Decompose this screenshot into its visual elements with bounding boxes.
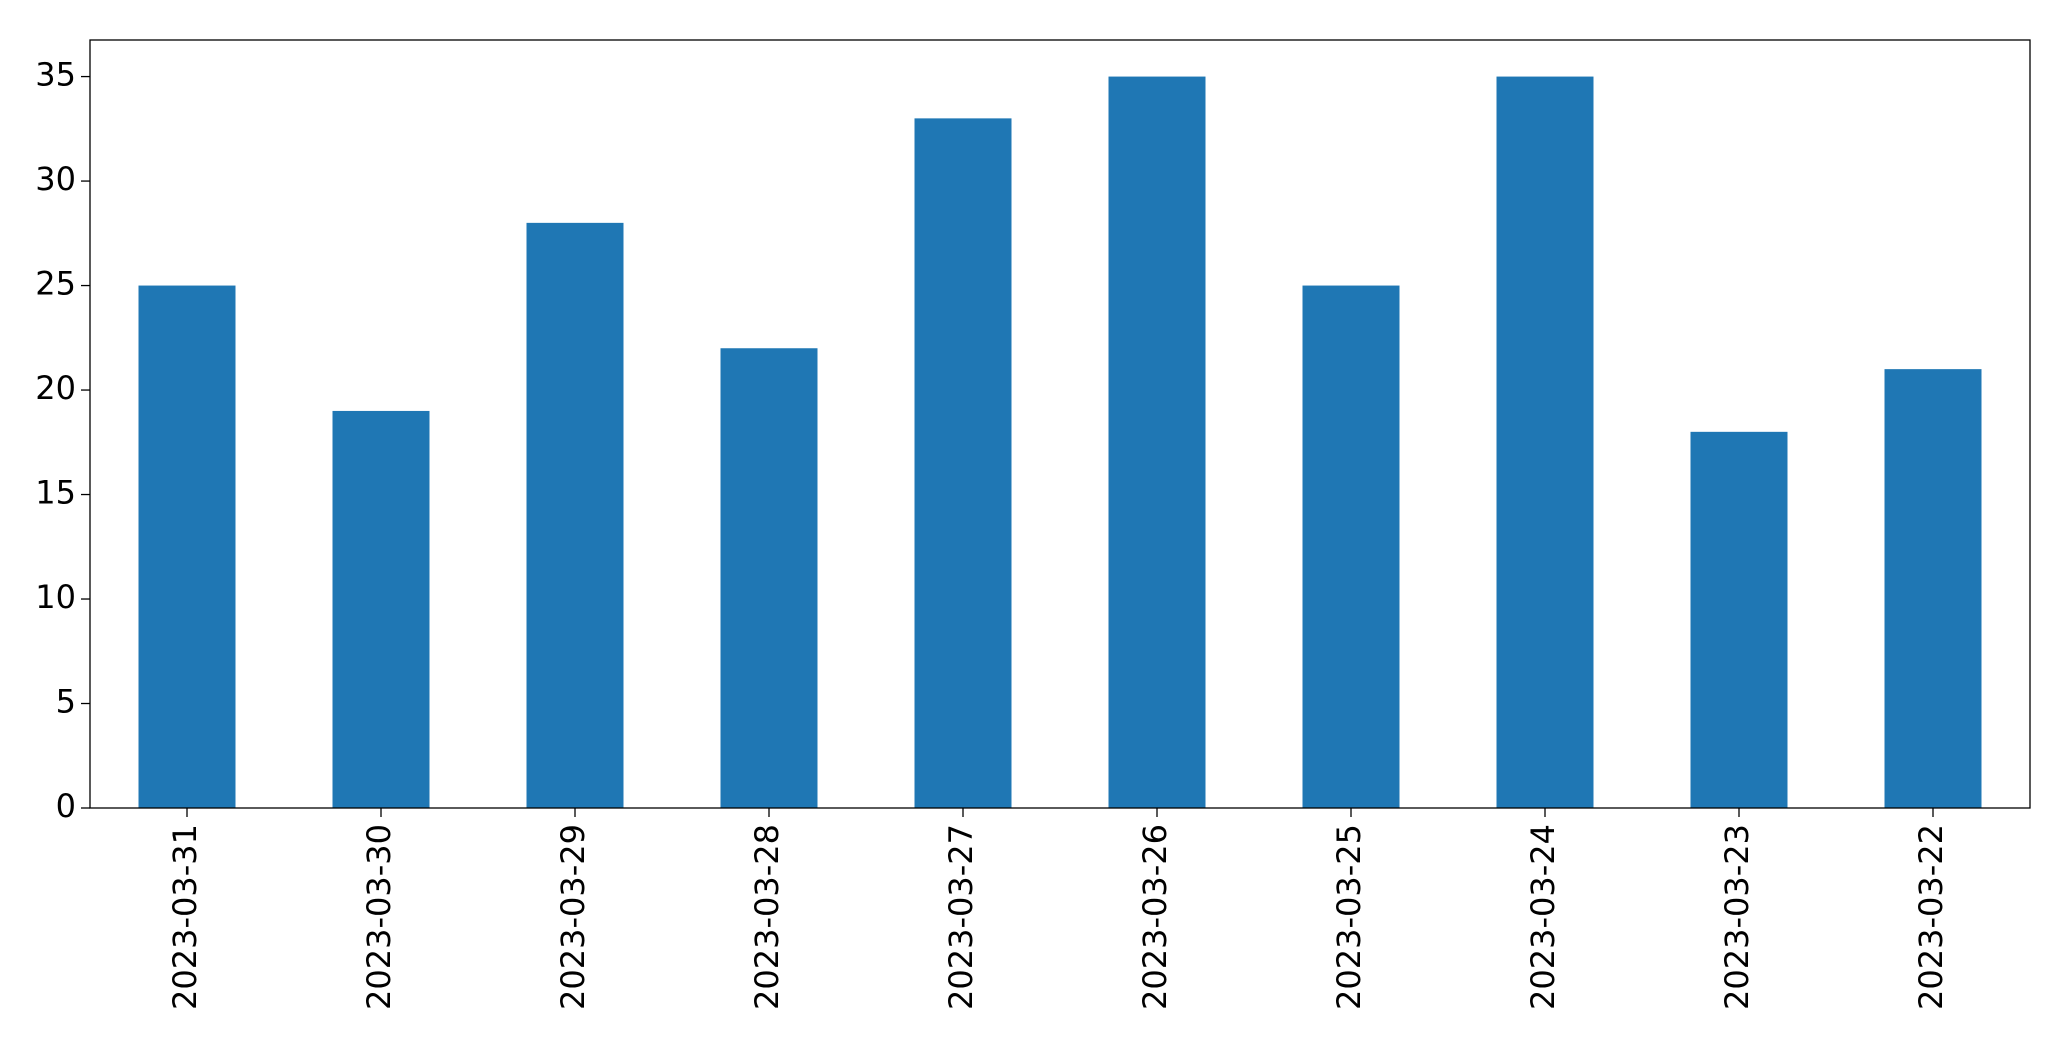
bar [332,410,430,808]
y-tick-label: 35 [35,56,76,94]
y-tick-label: 15 [35,474,76,512]
bar [138,285,236,808]
x-tick-label: 2023-03-24 [1524,824,1562,1010]
x-tick-label: 2023-03-23 [1718,824,1756,1010]
y-tick-label: 5 [56,683,76,721]
bar [1690,431,1788,808]
bar [1108,76,1206,809]
x-tick-label: 2023-03-25 [1330,824,1368,1010]
x-tick-label: 2023-03-26 [1136,824,1174,1010]
x-tick-label: 2023-03-22 [1912,824,1950,1010]
y-tick-label: 30 [35,160,76,198]
x-tick-label: 2023-03-30 [360,824,398,1010]
bar [720,348,818,808]
bar [914,118,1012,808]
x-tick-label: 2023-03-31 [166,824,204,1010]
x-tick-label: 2023-03-29 [554,824,592,1010]
y-tick-label: 20 [35,369,76,407]
bar [1496,76,1594,809]
y-tick-label: 10 [35,578,76,616]
y-tick-label: 0 [56,787,76,825]
plot-frame [89,39,2031,809]
bar [1884,369,1982,808]
x-tick-label: 2023-03-28 [748,824,786,1010]
x-tick-label: 2023-03-27 [942,824,980,1010]
y-tick-label: 25 [35,265,76,303]
bar [526,222,624,808]
bar [1302,285,1400,808]
